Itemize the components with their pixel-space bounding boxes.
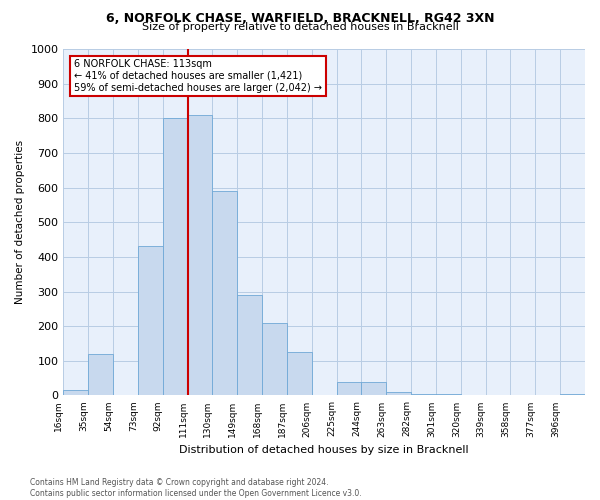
Bar bbox=[287, 352, 312, 396]
Bar bbox=[337, 382, 361, 396]
Bar bbox=[436, 394, 461, 396]
Bar bbox=[361, 382, 386, 396]
Bar bbox=[212, 191, 237, 396]
Bar bbox=[188, 115, 212, 396]
X-axis label: Distribution of detached houses by size in Bracknell: Distribution of detached houses by size … bbox=[179, 445, 469, 455]
Bar bbox=[411, 394, 436, 396]
Bar bbox=[138, 246, 163, 396]
Text: Contains HM Land Registry data © Crown copyright and database right 2024.
Contai: Contains HM Land Registry data © Crown c… bbox=[30, 478, 362, 498]
Bar bbox=[560, 394, 585, 396]
Text: 6 NORFOLK CHASE: 113sqm
← 41% of detached houses are smaller (1,421)
59% of semi: 6 NORFOLK CHASE: 113sqm ← 41% of detache… bbox=[74, 60, 322, 92]
Bar bbox=[386, 392, 411, 396]
Bar bbox=[262, 322, 287, 396]
Bar bbox=[88, 354, 113, 396]
Bar bbox=[163, 118, 188, 396]
Bar bbox=[237, 295, 262, 396]
Text: 6, NORFOLK CHASE, WARFIELD, BRACKNELL, RG42 3XN: 6, NORFOLK CHASE, WARFIELD, BRACKNELL, R… bbox=[106, 12, 494, 26]
Bar bbox=[64, 390, 88, 396]
Y-axis label: Number of detached properties: Number of detached properties bbox=[15, 140, 25, 304]
Text: Size of property relative to detached houses in Bracknell: Size of property relative to detached ho… bbox=[142, 22, 458, 32]
